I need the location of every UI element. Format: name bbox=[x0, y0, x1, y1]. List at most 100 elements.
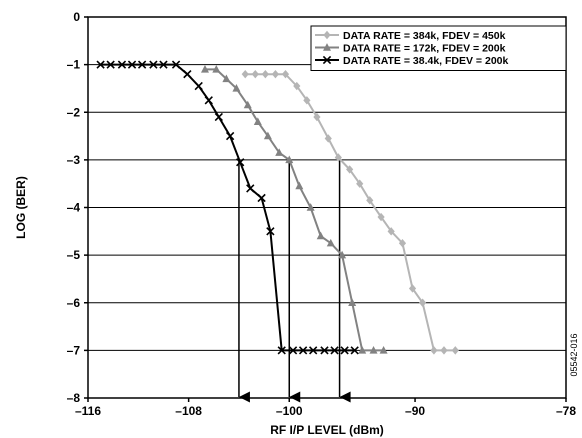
y-tick-label: –7 bbox=[67, 343, 81, 357]
legend-marker bbox=[323, 30, 331, 40]
data-point bbox=[117, 60, 127, 69]
data-point bbox=[316, 231, 325, 240]
y-tick-label: –1 bbox=[67, 58, 81, 72]
data-point bbox=[298, 346, 308, 355]
data-point bbox=[293, 81, 301, 91]
data-point bbox=[387, 227, 395, 236]
data-series bbox=[96, 60, 459, 355]
data-point bbox=[340, 346, 349, 355]
data-point bbox=[356, 179, 364, 188]
grid-lines bbox=[88, 64, 566, 351]
x-tick-label: –78 bbox=[556, 404, 576, 418]
data-point bbox=[275, 148, 284, 156]
y-tick-label: 0 bbox=[73, 10, 80, 24]
x-tick-label: –108 bbox=[175, 404, 202, 418]
legend-marker bbox=[322, 55, 332, 65]
data-point bbox=[171, 60, 181, 69]
data-point bbox=[149, 60, 158, 69]
data-point bbox=[379, 345, 388, 354]
x-tick-label: –116 bbox=[75, 404, 101, 418]
y-axis-label: LOG (BER) bbox=[14, 176, 28, 239]
data-point bbox=[430, 346, 438, 355]
data-point bbox=[106, 60, 115, 69]
data-point bbox=[377, 212, 385, 222]
data-point bbox=[251, 69, 259, 79]
legend-item: DATA RATE = 384k, FDEV = 450k bbox=[315, 30, 506, 42]
data-point bbox=[263, 131, 272, 140]
x-axis-label: RF I/P LEVEL (dBm) bbox=[270, 423, 384, 437]
data-point bbox=[183, 69, 192, 79]
y-tick-label: –6 bbox=[67, 296, 81, 310]
data-point bbox=[222, 74, 231, 83]
series-line bbox=[205, 68, 384, 352]
data-point bbox=[348, 298, 357, 306]
data-point bbox=[137, 60, 147, 69]
data-point bbox=[253, 117, 262, 125]
data-point bbox=[281, 69, 290, 79]
legend-marker bbox=[323, 43, 331, 51]
data-point bbox=[212, 64, 221, 73]
data-point bbox=[369, 345, 378, 354]
data-point bbox=[204, 96, 213, 105]
y-tick-label: –4 bbox=[67, 201, 81, 215]
data-point bbox=[326, 238, 335, 247]
x-tick-label: –90 bbox=[405, 404, 425, 418]
data-point bbox=[295, 181, 304, 190]
data-point bbox=[159, 60, 168, 69]
data-point bbox=[306, 203, 315, 211]
data-point bbox=[398, 239, 407, 248]
legend-label: DATA RATE = 384k, FDEV = 450k bbox=[343, 30, 506, 42]
data-point bbox=[338, 250, 347, 259]
data-point bbox=[96, 60, 105, 69]
data-point bbox=[285, 155, 294, 164]
data-point bbox=[243, 100, 252, 109]
data-point bbox=[419, 298, 427, 307]
data-point bbox=[288, 346, 298, 355]
data-point bbox=[232, 84, 241, 92]
y-tick-label: –8 bbox=[67, 391, 81, 405]
legend-label: DATA RATE = 172k, FDEV = 200k bbox=[343, 43, 506, 55]
data-point bbox=[366, 196, 374, 205]
drop-arrows bbox=[238, 159, 351, 403]
data-point bbox=[277, 346, 286, 355]
legend-item: DATA RATE = 172k, FDEV = 200k bbox=[315, 43, 506, 55]
legend-box bbox=[310, 25, 567, 71]
data-point bbox=[440, 346, 448, 355]
y-tick-label: –5 bbox=[67, 248, 81, 262]
data-point bbox=[194, 81, 203, 91]
series-2 bbox=[200, 64, 388, 354]
data-point bbox=[346, 165, 354, 174]
data-point bbox=[241, 69, 249, 79]
y-tick-label: –2 bbox=[67, 105, 81, 119]
data-point bbox=[308, 346, 318, 355]
series-line bbox=[245, 73, 456, 352]
data-point bbox=[358, 345, 367, 354]
legend-label: DATA RATE = 38.4k, FDEV = 200k bbox=[343, 55, 508, 67]
data-point bbox=[214, 112, 223, 122]
x-tick-label: –100 bbox=[276, 404, 303, 418]
data-point bbox=[261, 69, 269, 79]
data-point bbox=[266, 227, 275, 236]
data-point bbox=[313, 112, 321, 122]
data-point bbox=[451, 346, 459, 355]
data-point bbox=[408, 284, 417, 293]
data-point bbox=[200, 64, 209, 73]
data-point bbox=[246, 184, 255, 193]
series-1 bbox=[241, 69, 459, 355]
data-point bbox=[330, 346, 339, 355]
y-tick-label: –3 bbox=[67, 153, 81, 167]
data-point bbox=[350, 346, 359, 355]
data-point bbox=[257, 193, 266, 203]
data-point bbox=[271, 69, 280, 79]
data-point bbox=[225, 131, 235, 141]
axis-ticks: 0 –1 –2 –3 –4 –5 –6 –7 –8–116 –108 –100 –90 –78 bbox=[67, 10, 577, 418]
figure-id: 05542-016 bbox=[569, 333, 579, 376]
data-point bbox=[334, 153, 342, 162]
data-point bbox=[127, 60, 137, 69]
legend-item: DATA RATE = 38.4k, FDEV = 200k bbox=[315, 55, 508, 67]
data-point bbox=[236, 158, 245, 167]
series-3 bbox=[96, 60, 359, 355]
data-point bbox=[324, 134, 332, 143]
